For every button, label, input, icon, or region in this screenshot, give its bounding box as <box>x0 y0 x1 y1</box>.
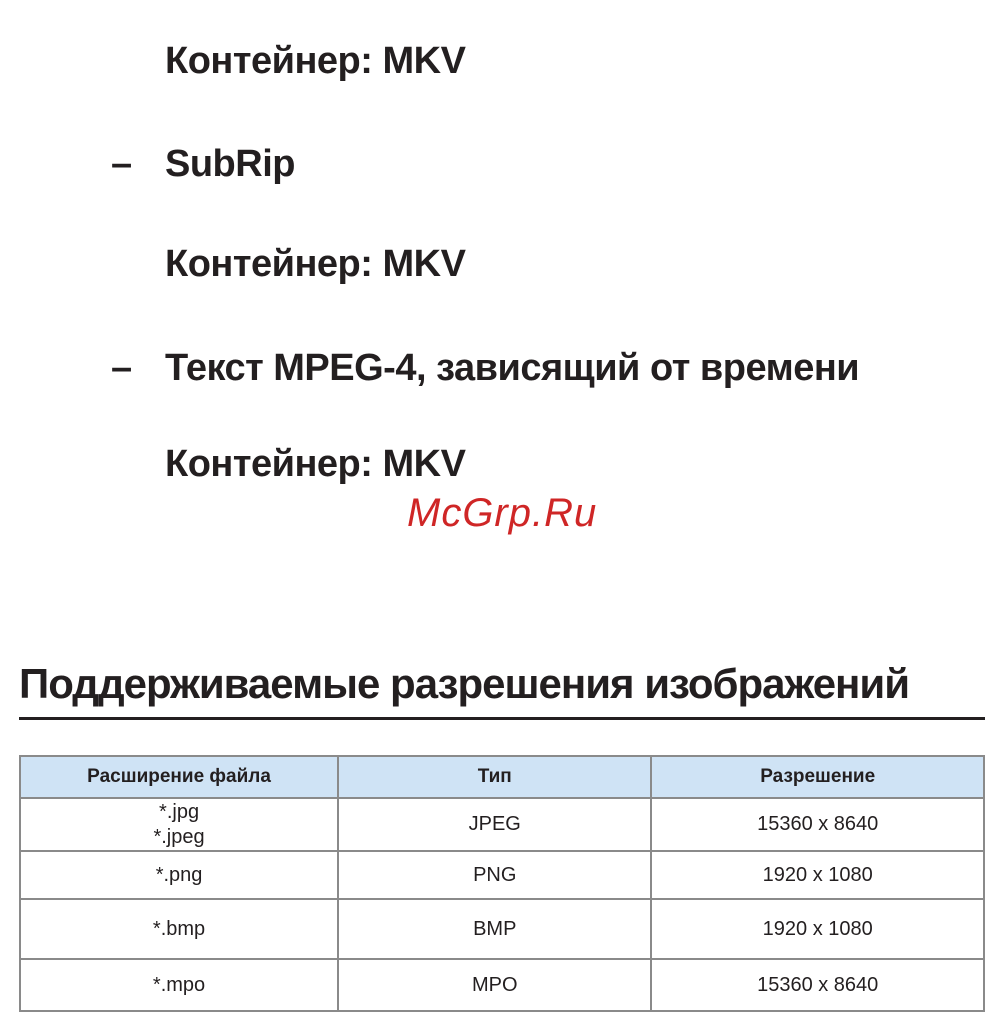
table-row-bmp: *.bmp BMP 1920 x 1080 <box>18 898 985 960</box>
watermark-mcgrp: McGrp.Ru <box>407 491 598 535</box>
container-line-1: Контейнер: MKV <box>165 40 466 82</box>
cell-resolution: 15360 x 8640 <box>650 958 985 1012</box>
extension-value: *.jpeg <box>153 825 205 848</box>
bullet-item-mpeg4-text: Текст MPEG-4, зависящий от времени <box>165 347 860 389</box>
cell-type: PNG <box>337 850 653 900</box>
cell-type: BMP <box>337 898 653 960</box>
cell-type: JPEG <box>337 797 653 852</box>
bullet-item-subrip: SubRip <box>165 143 295 185</box>
header-file-extension: Расширение файла <box>18 755 340 799</box>
extension-value: *.jpg <box>159 800 200 823</box>
bullet-dash-icon: – <box>111 143 133 185</box>
cell-type: MPO <box>337 958 653 1012</box>
table-row-jpeg: *.jpg *.jpeg JPEG 15360 x 8640 <box>18 797 985 852</box>
bullet-dash-icon: – <box>111 347 133 389</box>
cell-resolution: 1920 x 1080 <box>650 898 985 960</box>
cell-resolution: 15360 x 8640 <box>650 797 985 852</box>
resolutions-table: Расширение файла Тип Разрешение *.jpg *.… <box>18 755 985 1012</box>
header-type: Тип <box>337 755 653 799</box>
section-heading: Поддерживаемые разрешения изображений <box>19 660 985 720</box>
table-header-row: Расширение файла Тип Разрешение <box>18 755 985 799</box>
extension-value: *.png <box>155 863 203 886</box>
cell-extension: *.jpg *.jpeg <box>18 797 340 852</box>
table-row-png: *.png PNG 1920 x 1080 <box>18 850 985 900</box>
table-row-mpo: *.mpo MPO 15360 x 8640 <box>18 958 985 1012</box>
extension-value: *.bmp <box>152 917 206 940</box>
cell-extension: *.png <box>18 850 340 900</box>
extension-value: *.mpo <box>152 973 206 996</box>
cell-extension: *.mpo <box>18 958 340 1012</box>
cell-extension: *.bmp <box>18 898 340 960</box>
header-resolution: Разрешение <box>650 755 985 799</box>
container-line-2: Контейнер: MKV <box>165 243 466 285</box>
cell-resolution: 1920 x 1080 <box>650 850 985 900</box>
container-line-3: Контейнер: MKV <box>165 443 466 485</box>
